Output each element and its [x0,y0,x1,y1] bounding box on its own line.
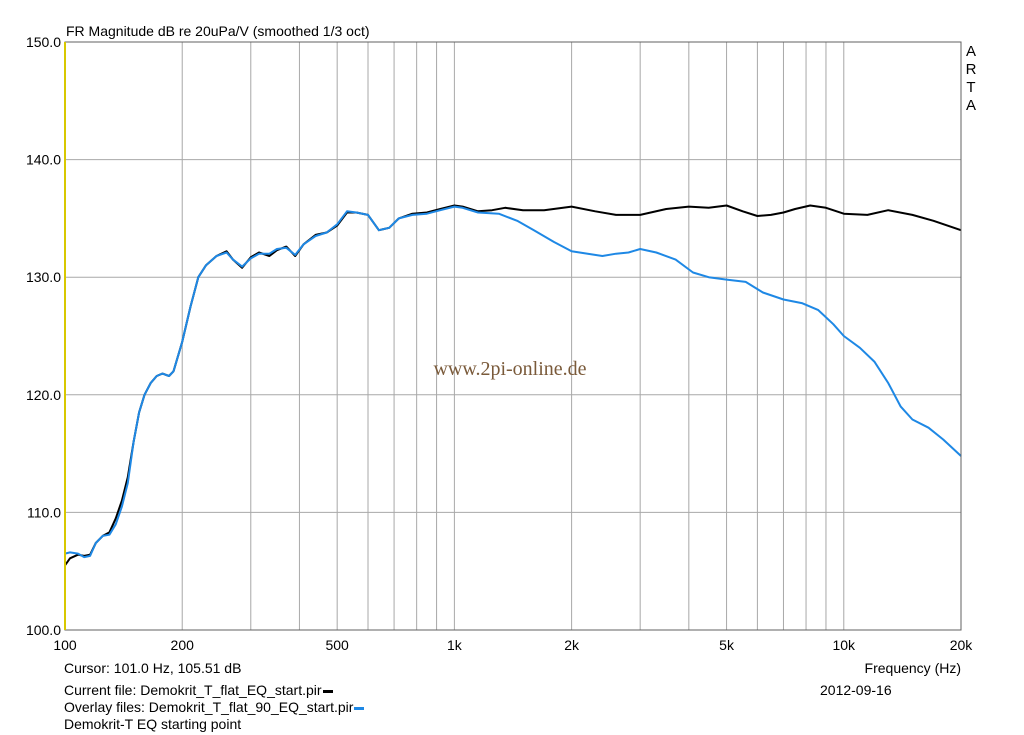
brand-letter: R [965,61,977,78]
x-tick-label: 1k [447,637,463,653]
x-tick-label: 500 [325,637,349,653]
x-tick-labels: 100 200 500 1k 2k 5k 10k 20k [53,637,973,653]
date-label: 2012-09-16 [820,682,892,698]
y-tick-label: 100.0 [26,622,61,638]
current-file-swatch [322,689,333,693]
chart-note: Demokrit-T EQ starting point [64,716,242,732]
current-file-text: Current file: Demokrit_T_flat_EQ_start.p… [64,682,322,698]
x-tick-label: 2k [564,637,580,653]
overlay-file-swatch [354,706,365,710]
x-tick-label: 20k [950,637,974,653]
y-tick-label: 120.0 [26,387,61,403]
x-tick-label: 10k [832,637,856,653]
cursor-readout: Cursor: 101.0 Hz, 105.51 dB [64,660,242,676]
x-tick-label: 200 [171,637,195,653]
y-tick-labels: 100.0 110.0 120.0 130.0 140.0 150.0 [26,34,61,638]
x-tick-label: 5k [719,637,735,653]
brand-letter: A [965,43,976,60]
y-tick-label: 130.0 [26,269,61,285]
chart-title: FR Magnitude dB re 20uPa/V (smoothed 1/3… [66,23,370,39]
plot-frame [64,41,962,631]
x-tick-label: 100 [53,637,77,653]
current-file-legend: Current file: Demokrit_T_flat_EQ_start.p… [64,682,333,698]
y-tick-label: 110.0 [27,504,61,520]
series-line-overlay [64,205,962,559]
brand-letter: A [965,97,976,114]
y-tick-label: 150.0 [26,34,61,50]
overlay-file-legend: Overlay files: Demokrit_T_flat_90_EQ_sta… [64,699,365,715]
series-line-current [64,204,962,566]
grid [65,42,961,630]
watermark: www.2pi-online.de [433,358,586,380]
overlay-file-text: Overlay files: Demokrit_T_flat_90_EQ_sta… [64,699,354,715]
brand-letter: T [966,79,976,96]
series [64,204,962,566]
x-axis-label: Frequency (Hz) [864,660,961,676]
arta-brand: A R T A [964,43,978,115]
y-tick-label: 140.0 [26,152,61,168]
